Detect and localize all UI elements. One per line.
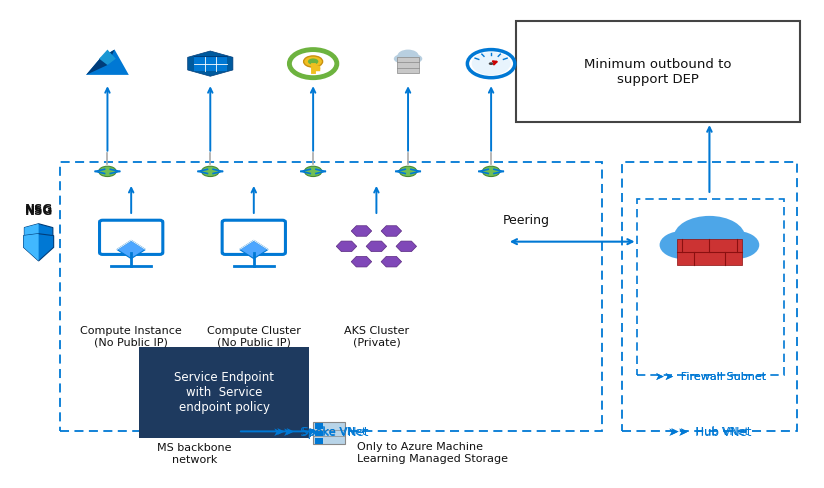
Text: Peering: Peering — [503, 214, 550, 227]
Circle shape — [489, 62, 494, 65]
Polygon shape — [366, 241, 386, 252]
Circle shape — [659, 231, 707, 259]
Text: MS backbone
network: MS backbone network — [157, 443, 232, 465]
Polygon shape — [240, 241, 268, 259]
Polygon shape — [188, 51, 233, 76]
Text: ➤➤  Hub VNet: ➤➤ Hub VNet — [667, 426, 751, 439]
Text: ➤➤  Firewall Subnet: ➤➤ Firewall Subnet — [655, 372, 766, 382]
Polygon shape — [24, 234, 39, 261]
FancyBboxPatch shape — [677, 239, 742, 265]
FancyBboxPatch shape — [315, 438, 323, 444]
Circle shape — [712, 231, 759, 259]
Polygon shape — [382, 226, 401, 236]
Text: Compute Instance
(No Public IP): Compute Instance (No Public IP) — [80, 326, 182, 347]
Polygon shape — [117, 241, 145, 259]
Polygon shape — [86, 50, 115, 75]
Polygon shape — [24, 234, 54, 261]
Circle shape — [202, 166, 219, 177]
FancyBboxPatch shape — [313, 422, 344, 444]
Polygon shape — [351, 256, 372, 267]
Circle shape — [471, 52, 511, 75]
Circle shape — [303, 56, 323, 67]
Circle shape — [394, 55, 408, 63]
Text: ➤➤  Spoke VNet: ➤➤ Spoke VNet — [276, 427, 366, 437]
FancyBboxPatch shape — [139, 347, 309, 438]
Text: Minimum outbound to
support DEP: Minimum outbound to support DEP — [584, 58, 732, 86]
Polygon shape — [336, 241, 357, 252]
Circle shape — [397, 50, 419, 62]
Circle shape — [400, 166, 417, 177]
FancyBboxPatch shape — [315, 431, 323, 436]
Circle shape — [674, 216, 745, 258]
Polygon shape — [396, 241, 417, 252]
Text: ➤➤  Firewall Subnet: ➤➤ Firewall Subnet — [655, 372, 766, 382]
Circle shape — [308, 59, 318, 64]
Polygon shape — [25, 224, 53, 253]
Polygon shape — [382, 256, 401, 267]
Circle shape — [482, 166, 500, 177]
Text: Compute Cluster
(No Public IP): Compute Cluster (No Public IP) — [207, 326, 301, 347]
Text: NSG: NSG — [25, 205, 53, 218]
Text: Service Endpoint
with  Service
endpoint policy: Service Endpoint with Service endpoint p… — [174, 371, 274, 414]
Polygon shape — [351, 226, 372, 236]
Polygon shape — [86, 50, 129, 75]
Polygon shape — [25, 224, 39, 253]
FancyBboxPatch shape — [397, 57, 419, 74]
Text: ➤➤  Spoke VNet: ➤➤ Spoke VNet — [274, 426, 369, 439]
FancyBboxPatch shape — [315, 423, 323, 429]
FancyBboxPatch shape — [194, 56, 227, 71]
Circle shape — [99, 166, 116, 177]
Circle shape — [304, 166, 322, 177]
Text: AKS Cluster
(Private): AKS Cluster (Private) — [344, 326, 409, 347]
FancyBboxPatch shape — [517, 21, 799, 122]
Polygon shape — [99, 50, 115, 65]
Text: Only to Azure Machine
Learning Managed Storage: Only to Azure Machine Learning Managed S… — [357, 442, 508, 464]
Text: ➤➤  Hub VNet: ➤➤ Hub VNet — [670, 427, 749, 437]
Circle shape — [408, 55, 422, 63]
Text: NSG: NSG — [25, 203, 53, 216]
